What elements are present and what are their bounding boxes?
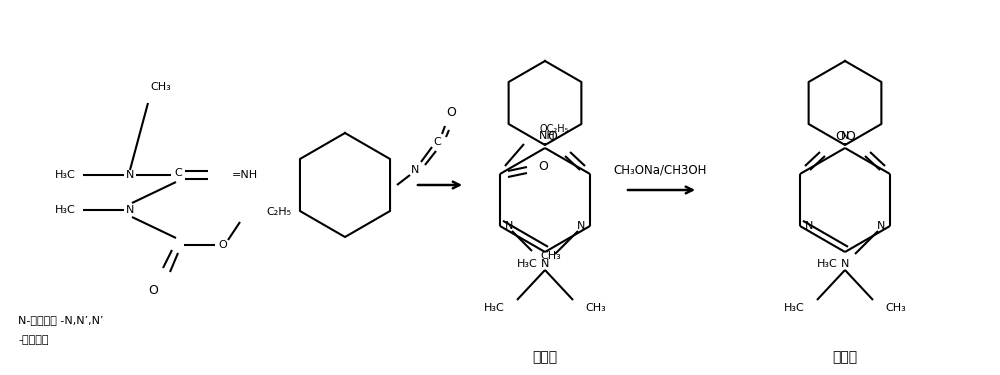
- Text: O: O: [845, 129, 855, 142]
- Text: O: O: [446, 105, 456, 118]
- Text: N: N: [877, 221, 885, 231]
- Text: 环嘧酯: 环嘧酯: [832, 350, 858, 364]
- Text: C: C: [433, 137, 441, 147]
- Text: O: O: [148, 284, 158, 297]
- Text: N: N: [411, 165, 419, 175]
- Text: N: N: [841, 131, 849, 141]
- Text: N: N: [577, 221, 585, 231]
- Text: C₂H₅: C₂H₅: [266, 207, 291, 217]
- Text: N: N: [841, 259, 849, 269]
- Text: CH₃: CH₃: [151, 82, 171, 92]
- Text: N-乙基碳基 -N,N’,N’: N-乙基碳基 -N,N’,N’: [18, 315, 104, 325]
- Text: H₃C: H₃C: [784, 303, 805, 313]
- Text: O: O: [547, 129, 557, 142]
- Text: CH₃ONa/CH3OH: CH₃ONa/CH3OH: [613, 164, 707, 177]
- Text: -三甲基胍: -三甲基胍: [18, 335, 48, 345]
- Text: N: N: [126, 170, 134, 180]
- Text: O: O: [835, 129, 845, 142]
- Text: =NH: =NH: [232, 170, 258, 180]
- Text: H₃C: H₃C: [517, 259, 538, 269]
- Text: N: N: [505, 221, 513, 231]
- Text: N: N: [541, 259, 549, 269]
- Text: NH: NH: [539, 131, 555, 141]
- Text: N: N: [805, 221, 813, 231]
- Text: N: N: [126, 205, 134, 215]
- Text: CH₃: CH₃: [885, 303, 906, 313]
- Text: OC₂H₅: OC₂H₅: [540, 124, 569, 134]
- Text: 环酸酯: 环酸酯: [532, 350, 558, 364]
- Text: O: O: [219, 240, 227, 250]
- Text: H₃C: H₃C: [55, 170, 76, 180]
- Text: H₃C: H₃C: [55, 205, 76, 215]
- Text: CH₃: CH₃: [585, 303, 606, 313]
- Text: H₃C: H₃C: [484, 303, 505, 313]
- Text: O: O: [538, 160, 548, 174]
- Text: CH₃: CH₃: [540, 251, 561, 261]
- Text: H₃C: H₃C: [817, 259, 838, 269]
- Text: C: C: [174, 168, 182, 178]
